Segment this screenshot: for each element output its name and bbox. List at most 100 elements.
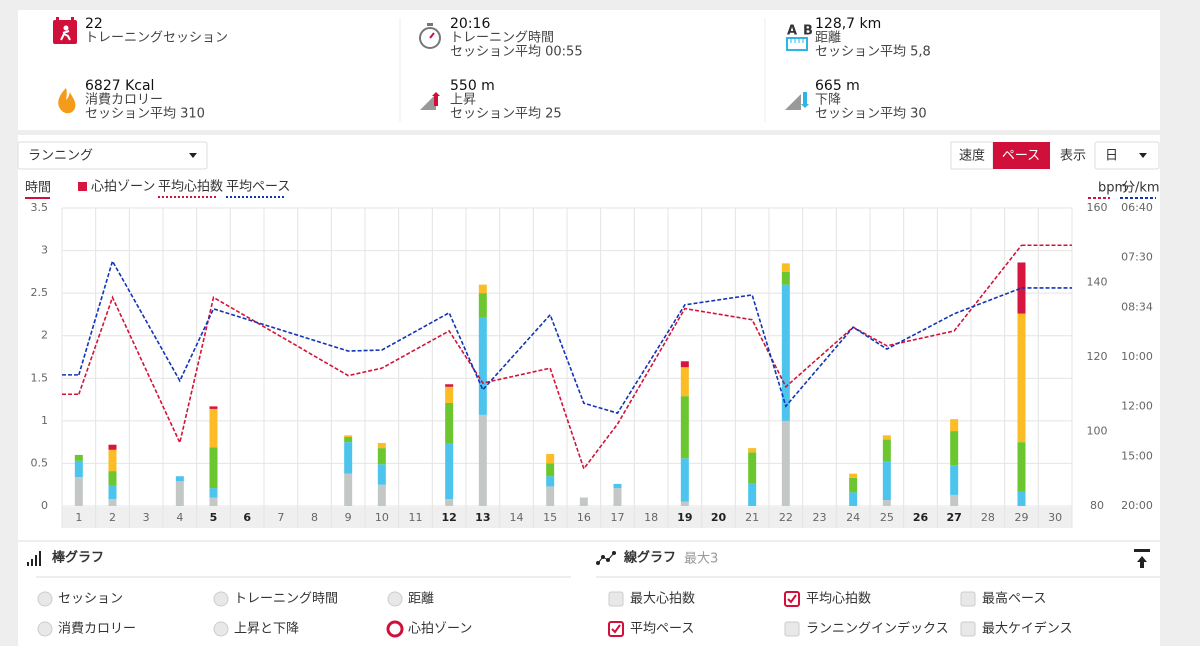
dropdown-arrow: [189, 153, 197, 158]
y-tick-label: 2: [41, 329, 48, 342]
section-title: 線グラフ: [623, 550, 676, 566]
x-tick-label: 14: [510, 511, 524, 524]
x-tick-label: 7: [277, 511, 284, 524]
x-tick-label: 12: [442, 511, 457, 524]
x-tick-label: 9: [345, 511, 352, 524]
legend-label: 平均心拍数: [158, 180, 223, 195]
radio-button[interactable]: [386, 620, 404, 638]
y-tick-label: 1: [41, 414, 48, 427]
stat-average: セッション平均 00:55: [450, 45, 583, 60]
y-tick-label: 0: [41, 499, 48, 512]
y-axis-label: 時間: [25, 181, 51, 196]
option-label: 上昇と下降: [234, 622, 299, 637]
y-tick-label: 3.5: [31, 201, 49, 214]
stat-label: 距離: [815, 31, 841, 46]
bar-segment: [748, 448, 757, 453]
x-tick-label: 15: [543, 511, 557, 524]
x-tick-label: 24: [846, 511, 860, 524]
bar-segment: [950, 494, 959, 506]
stat-value: 6827 Kcal: [85, 78, 154, 94]
y2-tick-label: 100: [1087, 425, 1108, 438]
bar-segment: [882, 439, 891, 462]
bar-segment: [377, 442, 386, 449]
y3-tick-label: 12:00: [1121, 400, 1153, 413]
radio-button[interactable]: [213, 621, 229, 637]
bar-segment: [175, 476, 184, 482]
x-tick-label: 19: [677, 511, 692, 524]
icon-letter: B: [803, 24, 813, 39]
x-tick-label: 10: [375, 511, 389, 524]
mode-button-active[interactable]: [993, 142, 1050, 169]
option-label: セッション: [58, 592, 123, 607]
radio-button[interactable]: [37, 621, 53, 637]
icon-flame: [58, 88, 76, 114]
x-tick-label: 4: [176, 511, 183, 524]
icon-calendar: [53, 17, 77, 44]
x-tick-label: 25: [880, 511, 894, 524]
x-tick-label: 6: [243, 511, 251, 524]
bar-segment: [546, 486, 555, 506]
icon-bar-chart: [27, 551, 41, 566]
bar-segment: [209, 488, 218, 498]
stat-label: トレーニング時間: [450, 31, 554, 46]
bar-segment: [781, 284, 790, 421]
bar-segment: [1017, 313, 1026, 443]
y3-tick-label: 20:00: [1121, 499, 1153, 512]
x-tick-label: 27: [947, 511, 962, 524]
y2-tick-label: 160: [1087, 201, 1108, 214]
bar-segment: [478, 414, 487, 506]
x-tick-label: 2: [109, 511, 116, 524]
stat-label: 下降: [815, 93, 841, 108]
legend-label: 平均ペース: [226, 180, 290, 195]
checkbox[interactable]: [608, 591, 624, 607]
section-note: 最大3: [684, 552, 718, 567]
x-tick-label: 13: [475, 511, 490, 524]
bar-segment: [849, 477, 858, 493]
checkbox[interactable]: [960, 621, 976, 637]
checkbox[interactable]: [784, 621, 800, 637]
stat-label: 消費カロリー: [85, 93, 163, 108]
x-tick-label: 23: [813, 511, 827, 524]
view-dropdown[interactable]: [1094, 141, 1160, 170]
bar-segment: [478, 293, 487, 317]
bar-segment: [849, 492, 858, 506]
icon-ascent: [420, 92, 440, 110]
bar-segment: [377, 448, 386, 465]
radio-button[interactable]: [213, 591, 229, 607]
bar-segment: [445, 386, 454, 403]
mode-label: ペース: [1002, 149, 1040, 164]
bar-segment: [445, 402, 454, 444]
x-tick-label: 1: [75, 511, 82, 524]
x-tick-label: 8: [311, 511, 318, 524]
bar-segment: [445, 499, 454, 506]
stat-average: セッション平均 310: [85, 107, 205, 122]
option-label: 距離: [408, 592, 434, 607]
checkbox[interactable]: [960, 591, 976, 607]
option-label: 最大ケイデンス: [982, 621, 1072, 637]
option-label: ランニングインデックス: [806, 621, 949, 637]
stat-average: セッション平均 30: [815, 107, 927, 122]
radio-button[interactable]: [37, 591, 53, 607]
stat-value: 20:16: [450, 16, 490, 32]
bar-segment: [108, 449, 117, 472]
bar-segment: [781, 271, 790, 285]
icon-letter: A: [787, 24, 797, 39]
y-tick-label: 3: [41, 244, 48, 257]
y2-tick-label: 140: [1087, 276, 1108, 289]
y3-axis-label: 分/km: [1122, 181, 1160, 196]
mode-button[interactable]: [950, 141, 994, 170]
checkmark: [787, 594, 797, 604]
x-tick-label: 18: [644, 511, 658, 524]
radio-button[interactable]: [387, 591, 403, 607]
y2-axis-label: bpm: [1098, 181, 1127, 196]
sport-dropdown[interactable]: [17, 141, 208, 170]
bar-segment: [1017, 442, 1026, 492]
chart-panel: [18, 135, 1160, 540]
pin-button[interactable]: [1134, 549, 1150, 568]
stat-average: セッション平均 5,8: [815, 45, 931, 60]
option-label: 最大心拍数: [630, 592, 695, 607]
y3-tick-label: 06:40: [1121, 201, 1153, 214]
x-tick-label: 17: [611, 511, 625, 524]
bar-segment: [209, 408, 218, 448]
